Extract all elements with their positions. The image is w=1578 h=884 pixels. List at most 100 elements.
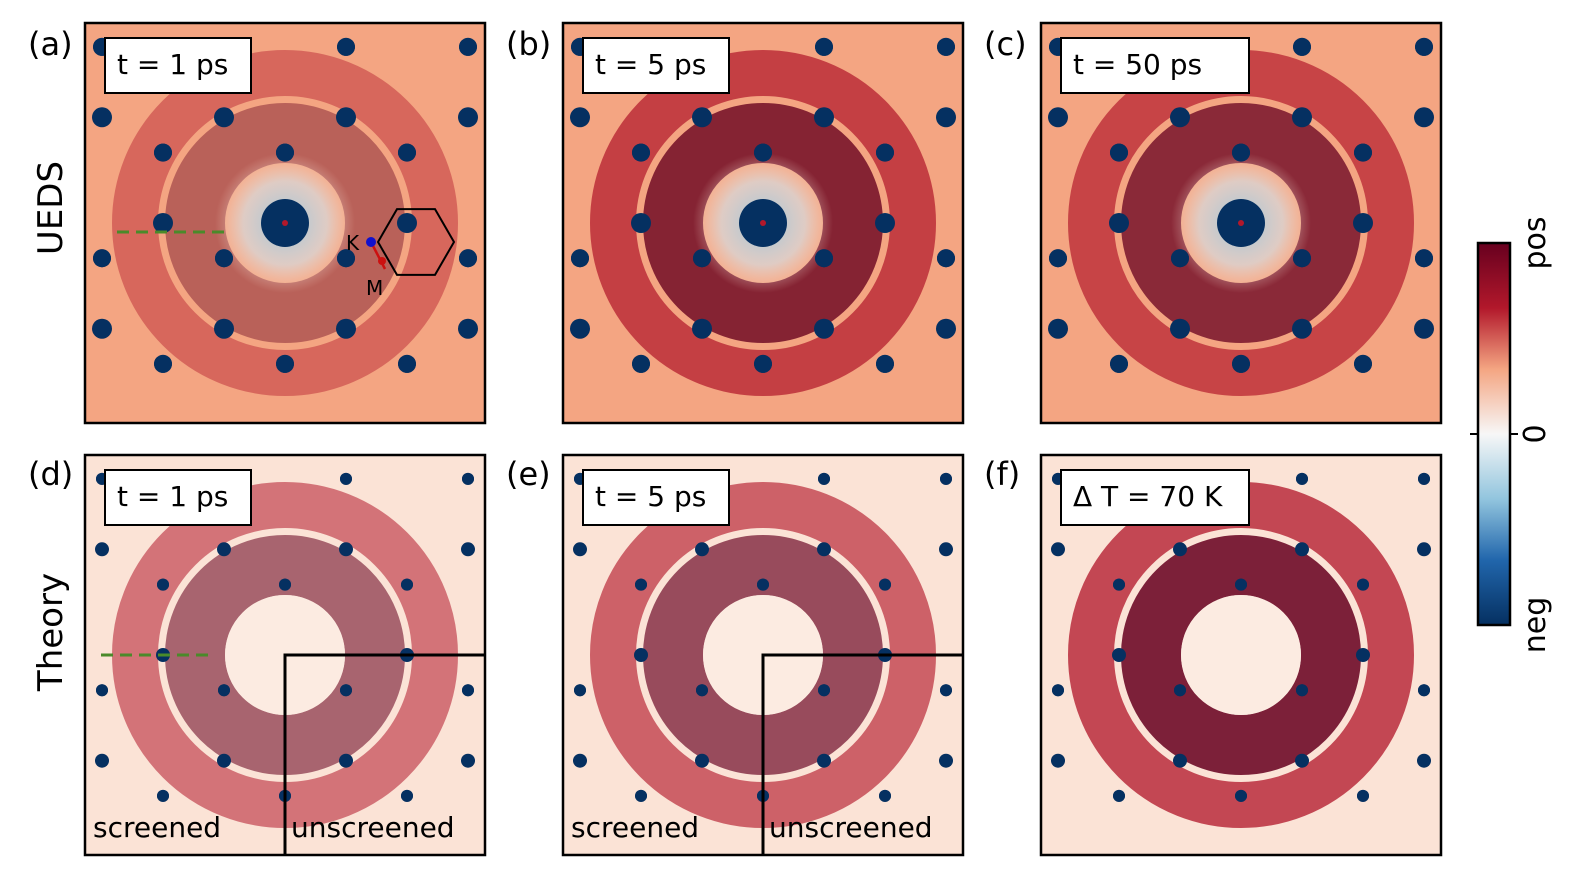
bragg-peak [818, 684, 830, 697]
panel-b: t = 5 ps [561, 2, 965, 444]
bragg-peak [1109, 213, 1129, 233]
bragg-peak [1417, 542, 1431, 557]
bragg-peak [1293, 249, 1311, 268]
unscreened-label: unscreened [291, 811, 455, 844]
bragg-peak [1296, 472, 1308, 485]
bragg-peak [875, 424, 895, 444]
bragg-peak [937, 249, 955, 268]
time-label: Δ T = 70 K [1073, 480, 1223, 513]
bragg-peak [753, 424, 773, 444]
bragg-peak [632, 354, 650, 373]
bragg-peak [1109, 424, 1129, 444]
bragg-peak [214, 107, 234, 128]
bragg-peak [339, 542, 353, 557]
bragg-peak [1354, 143, 1372, 162]
bragg-peak [1110, 354, 1128, 373]
bragg-peak [814, 107, 834, 128]
bragg-peak [218, 684, 230, 697]
bragg-peak [337, 37, 355, 56]
bragg-peak [940, 684, 952, 697]
bragg-peak [1295, 542, 1309, 557]
bragg-peak [635, 789, 647, 802]
colorbar: pos 0 neg [1470, 216, 1553, 653]
bragg-peak [634, 648, 648, 662]
k-point-marker [366, 237, 376, 247]
bragg-peak [1295, 753, 1309, 768]
bragg-peak [1112, 648, 1126, 662]
bragg-peak [95, 542, 109, 557]
center-dot [760, 220, 766, 226]
panel-frame [1039, 21, 1443, 425]
k-point-label: K [346, 231, 360, 255]
bragg-peak [1049, 249, 1067, 268]
bragg-peak [1415, 249, 1433, 268]
bragg-peak [1356, 648, 1370, 662]
colorbar-label-neg: neg [1518, 597, 1553, 654]
bragg-peak [940, 472, 952, 485]
bragg-peak [936, 318, 956, 339]
time-label: t = 1 ps [117, 480, 228, 513]
panel-frame [1039, 453, 1443, 857]
unscreened-region-border [283, 653, 485, 855]
bragg-peak [1109, 2, 1129, 22]
bragg-peak [1235, 789, 1247, 802]
bragg-peak [1113, 578, 1125, 591]
bragg-peak [573, 542, 587, 557]
bragg-peak [1051, 542, 1065, 557]
bragg-peak [573, 753, 587, 768]
panel-label-a: (a) [28, 25, 73, 63]
bragg-peak [815, 249, 833, 268]
bragg-peak [215, 249, 233, 268]
row-label-ueds: UEDS [31, 161, 71, 255]
bragg-peak [1232, 143, 1250, 162]
bragg-peak [635, 578, 647, 591]
bragg-peak [1414, 107, 1434, 128]
bragg-peak [876, 143, 894, 162]
bragg-peak [462, 472, 474, 485]
bragg-peak [1231, 2, 1251, 22]
bragg-peak [1171, 249, 1189, 268]
panel-label-d: (d) [28, 455, 73, 493]
bragg-peak [95, 753, 109, 768]
time-label-box [582, 469, 730, 526]
bragg-peak [878, 437, 892, 451]
bragg-peak [937, 37, 955, 56]
bragg-peak [1415, 37, 1433, 56]
bragg-peak [570, 318, 590, 339]
diffuse-ring-inner [165, 103, 405, 343]
bragg-peak [340, 684, 352, 697]
time-label-box [1060, 37, 1250, 94]
screened-label: screened [93, 811, 221, 844]
bragg-peak [214, 318, 234, 339]
bragg-peak [400, 859, 414, 873]
bragg-peak [1353, 2, 1373, 22]
panel-frame [561, 21, 965, 425]
bragg-peak [695, 542, 709, 557]
bragg-peak [153, 424, 173, 444]
row-label-theory: Theory [31, 573, 71, 692]
bragg-peak [1356, 859, 1370, 873]
bragg-peak [634, 859, 648, 873]
bragg-peak [154, 354, 172, 373]
bragg-peak [153, 2, 173, 22]
bragg-peak [818, 472, 830, 485]
bragg-peak [817, 753, 831, 768]
bragg-peak [336, 107, 356, 128]
bragg-peak [876, 354, 894, 373]
bragg-peak [754, 354, 772, 373]
bragg-peak [879, 578, 891, 591]
bragg-peak [1052, 684, 1064, 697]
bragg-peak [461, 542, 475, 557]
bragg-peak [757, 578, 769, 591]
bragg-peak [875, 2, 895, 22]
bragg-peak [1354, 354, 1372, 373]
bragg-peak [1112, 437, 1126, 451]
unscreened-label: unscreened [769, 811, 933, 844]
bragg-peak [401, 578, 413, 591]
panel-c: t = 50 ps [1039, 2, 1443, 444]
bragg-peak [696, 684, 708, 697]
bragg-peak [1051, 753, 1065, 768]
center-region [1181, 595, 1301, 715]
bragg-peak [1048, 318, 1068, 339]
bragg-peak [817, 542, 831, 557]
